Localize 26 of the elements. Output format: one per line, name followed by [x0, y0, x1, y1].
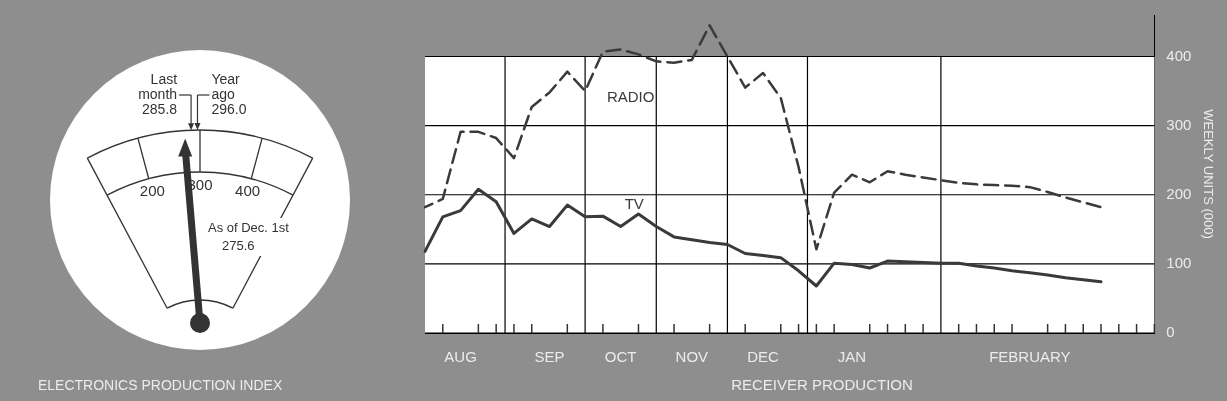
series-label: RADIO [606, 87, 655, 105]
x-tick-label: FEBRUARY [989, 348, 1071, 366]
text: 400 [235, 182, 261, 200]
category-label: Last month [138, 71, 178, 102]
x-tick-label: OCT [604, 348, 637, 366]
y-axis-title: WEEKLY UNITS (000) [1200, 109, 1216, 239]
y-tick-label: 400 [1166, 46, 1192, 64]
text: 200 [139, 182, 165, 200]
line-series [423, 24, 1103, 251]
text: ELECTRONICS PRODUCTION INDEX [38, 377, 283, 393]
y-tick-label: 0 [1166, 323, 1175, 341]
y-tick-label: 200 [1166, 184, 1192, 202]
x-tick-label: DEC [747, 348, 779, 366]
y-tick-label: 300 [1166, 115, 1192, 133]
x-tick-label: JAN [837, 348, 867, 366]
data-label: 296.0 [211, 101, 247, 117]
x-tick-label: NOV [675, 348, 709, 366]
category-label: As of Dec. 1st [208, 220, 290, 235]
text: RECEIVER PRODUCTION [731, 376, 913, 394]
series-label: TV [624, 194, 644, 212]
y-tick-label: 100 [1166, 254, 1192, 272]
x-tick-label: SEP [534, 348, 565, 366]
category-label: Year ago [211, 71, 241, 102]
data-label: 285.8 [142, 101, 178, 117]
x-tick-label: AUG [444, 348, 477, 366]
data-label: 275.6 [222, 238, 255, 253]
